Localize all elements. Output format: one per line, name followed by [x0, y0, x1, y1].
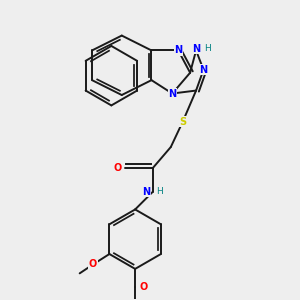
Text: S: S — [179, 117, 186, 127]
Text: N: N — [192, 44, 200, 54]
Text: O: O — [89, 260, 97, 269]
Text: H: H — [204, 44, 211, 53]
Text: H: H — [156, 187, 163, 196]
Text: N: N — [174, 45, 182, 56]
Text: N: N — [168, 88, 176, 98]
Text: N: N — [200, 65, 208, 75]
Text: O: O — [140, 282, 148, 292]
Text: O: O — [113, 163, 122, 173]
Text: N: N — [142, 187, 151, 196]
